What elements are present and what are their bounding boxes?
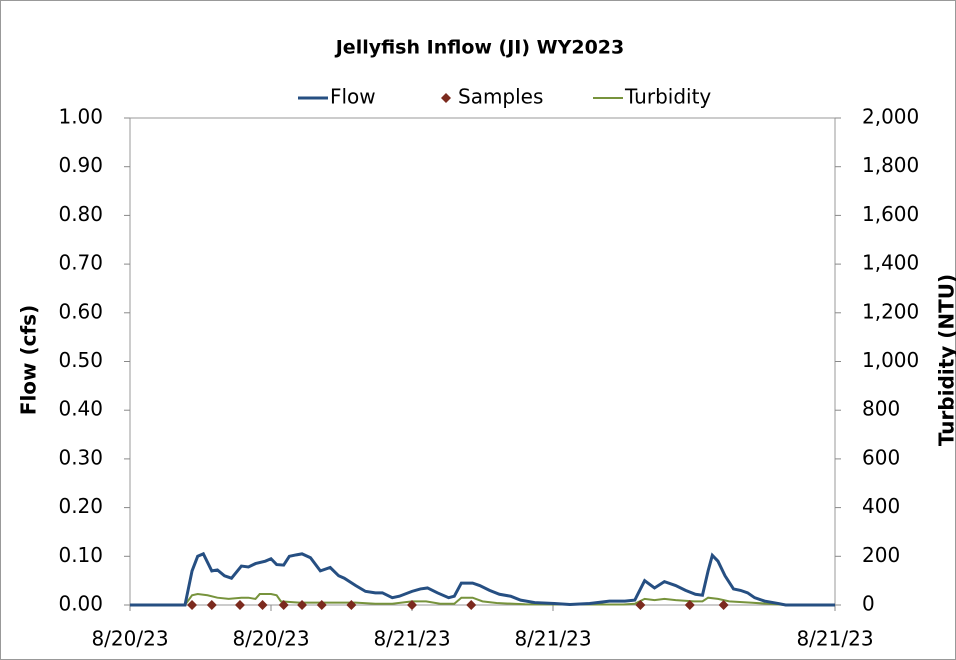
- y-tick-label: 0.00: [58, 592, 103, 616]
- sample-marker: [257, 600, 268, 610]
- sample-marker: [234, 600, 245, 610]
- x-tick-label: 8/21/23: [514, 627, 591, 651]
- x-tick-label: 8/20/23: [232, 627, 309, 651]
- legend-label: Turbidity: [624, 85, 711, 109]
- legend-label: Flow: [330, 85, 376, 109]
- y2-tick-label: 200: [862, 543, 900, 567]
- y2-axis-label: Turbidity (NTU): [935, 274, 956, 446]
- y-tick-label: 0.10: [58, 543, 103, 567]
- chart-title: Jellyfish Inflow (JI) WY2023: [334, 37, 625, 59]
- sample-marker: [278, 600, 289, 610]
- y2-tick-label: 400: [862, 494, 900, 518]
- y-axis-label: Flow (cfs): [17, 305, 41, 415]
- sample-marker: [718, 600, 729, 610]
- sample-marker: [684, 600, 695, 610]
- sample-marker: [346, 600, 357, 610]
- sample-marker: [206, 600, 217, 610]
- legend-swatch: [441, 93, 451, 103]
- y2-tick-label: 1,200: [862, 299, 919, 323]
- y-tick-label: 0.90: [58, 153, 103, 177]
- y-tick-label: 0.30: [58, 445, 103, 469]
- y-tick-label: 0.60: [58, 299, 103, 323]
- y-tick-label: 0.80: [58, 202, 103, 226]
- series-line: [130, 593, 835, 606]
- y2-tick-label: 1,400: [862, 251, 919, 275]
- sample-marker: [297, 600, 308, 610]
- sample-marker: [407, 600, 417, 610]
- y-tick-label: 0.70: [58, 251, 103, 275]
- y-tick-label: 0.50: [58, 348, 103, 372]
- y2-tick-label: 2,000: [862, 105, 919, 129]
- series-line: [130, 551, 835, 607]
- y2-tick-label: 1,800: [862, 153, 919, 177]
- y-tick-label: 1.00: [58, 105, 103, 129]
- y-tick-label: 0.20: [58, 494, 103, 518]
- x-tick-label: 8/20/23: [91, 627, 168, 651]
- y2-tick-label: 1,000: [862, 348, 919, 372]
- sample-marker: [316, 600, 327, 610]
- y2-tick-label: 0: [862, 592, 875, 616]
- x-tick-label: 8/21/23: [373, 627, 450, 651]
- legend-label: Samples: [458, 85, 543, 109]
- sample-marker: [187, 600, 198, 610]
- y-tick-label: 0.40: [58, 397, 103, 421]
- sample-marker: [466, 600, 477, 610]
- y2-tick-label: 1,600: [862, 202, 919, 226]
- y2-tick-label: 600: [862, 445, 900, 469]
- x-tick-label: 8/21/23: [796, 627, 873, 651]
- y2-tick-label: 800: [862, 397, 900, 421]
- sample-marker: [635, 600, 646, 610]
